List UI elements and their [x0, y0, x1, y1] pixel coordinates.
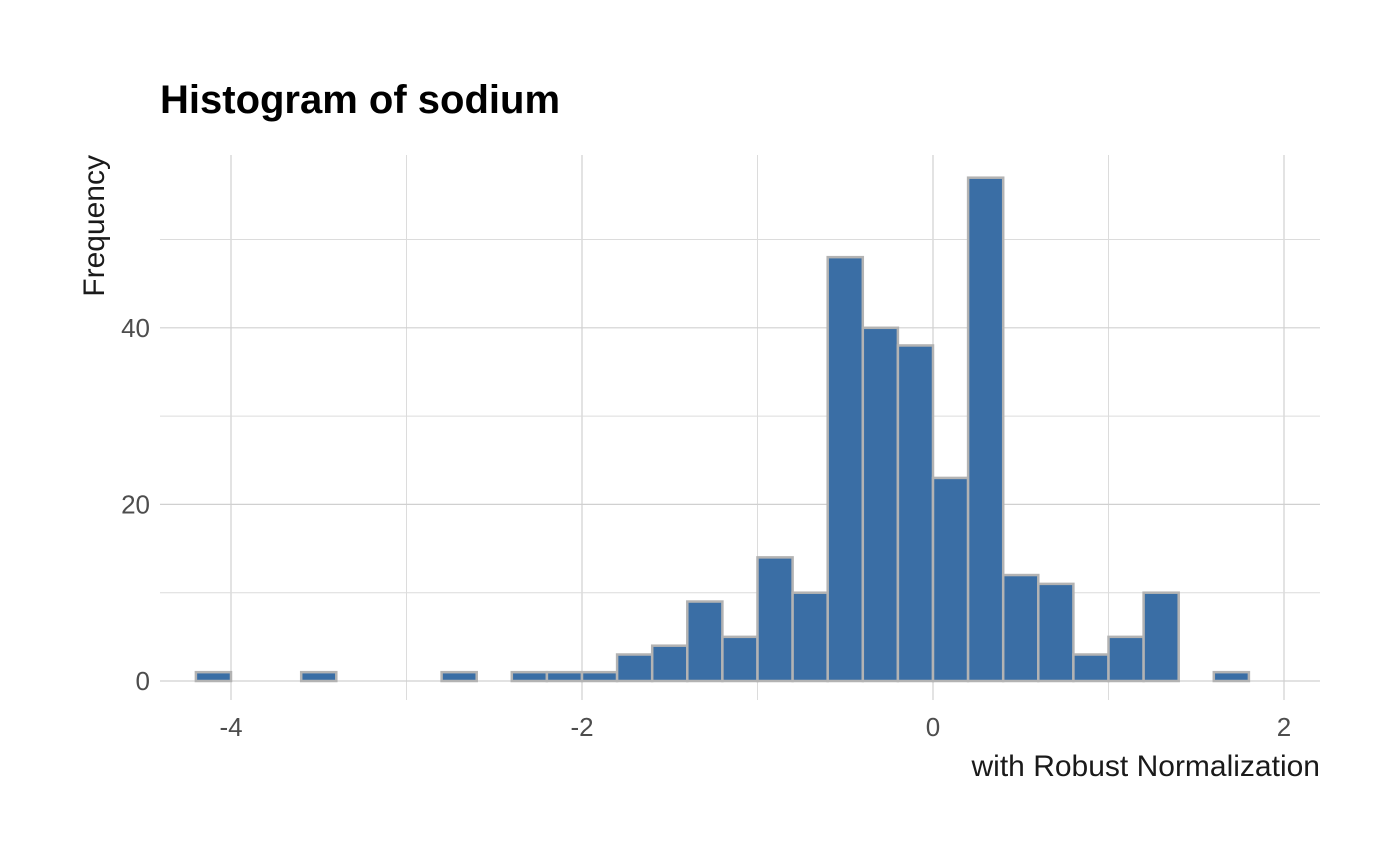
- histogram-bar: [650, 644, 689, 683]
- x-tick-label: -2: [570, 712, 593, 742]
- histogram-bar: [1072, 653, 1110, 683]
- histogram-bar: [686, 600, 724, 683]
- histogram-bar: [826, 255, 865, 683]
- histogram-bar: [1107, 635, 1145, 683]
- histogram-bar: [721, 635, 759, 683]
- histogram-bar: [510, 670, 549, 683]
- histogram-bar: [1001, 573, 1040, 683]
- histogram-bar: [931, 476, 970, 683]
- x-tick-label: 0: [926, 712, 940, 742]
- histogram-bar: [791, 591, 829, 683]
- histogram-bar: [1037, 582, 1075, 683]
- histogram-bar: [1212, 670, 1251, 683]
- histogram-bar: [756, 556, 794, 683]
- histogram-bar: [896, 344, 935, 683]
- histogram-bar: [615, 653, 654, 683]
- x-axis-label: with Robust Normalization: [971, 750, 1320, 783]
- grid: [160, 155, 1320, 700]
- chart-title: Histogram of sodium: [160, 78, 560, 122]
- x-tick-label: 2: [1277, 712, 1291, 742]
- histogram-bar: [545, 670, 584, 683]
- y-axis-ticks: 0 20 40: [121, 313, 150, 696]
- histogram-bar: [1142, 591, 1180, 683]
- y-axis-label: Frequency: [78, 155, 111, 297]
- x-axis-ticks: -4 -2 0 2: [219, 712, 1291, 742]
- y-tick-label: 0: [136, 666, 150, 696]
- histogram-bar: [580, 670, 619, 683]
- y-tick-label: 40: [121, 313, 150, 343]
- histogram-bar: [966, 176, 1005, 683]
- x-tick-label: -4: [219, 712, 242, 742]
- bars: [194, 176, 1251, 683]
- histogram-bar: [299, 670, 338, 683]
- histogram-bar: [440, 670, 478, 683]
- histogram-bar: [194, 670, 233, 683]
- y-tick-label: 20: [121, 489, 150, 519]
- histogram-bar: [861, 326, 900, 683]
